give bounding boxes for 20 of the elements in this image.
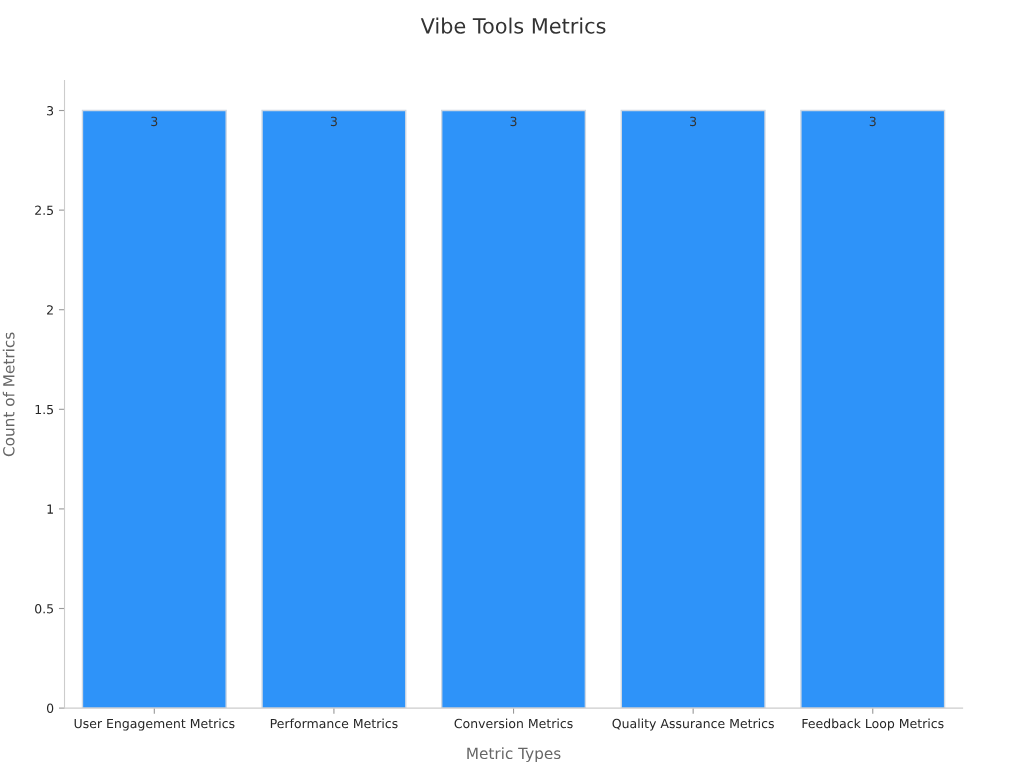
data-label: 3 xyxy=(510,116,517,127)
y-axis-title: Count of Metrics xyxy=(2,332,15,457)
x-tick-label: Quality Assurance Metrics xyxy=(612,718,774,731)
chart-title: Vibe Tools Metrics xyxy=(420,17,606,34)
y-tick-label: 0.5 xyxy=(35,603,53,614)
x-tick-label: User Engagement Metrics xyxy=(74,718,235,731)
data-label: 3 xyxy=(330,116,337,127)
x-tick-label: Feedback Loop Metrics xyxy=(802,718,944,731)
y-tick-label: 2.5 xyxy=(35,205,53,216)
x-tick-label: Conversion Metrics xyxy=(454,718,573,729)
x-axis-title: Metric Types xyxy=(467,747,561,763)
y-tick-label: 3 xyxy=(47,105,54,116)
data-label: 3 xyxy=(869,116,876,127)
x-tick-label: Performance Metrics xyxy=(270,718,398,729)
y-tick-label: 2 xyxy=(47,305,53,315)
data-label: 3 xyxy=(151,116,158,127)
data-label: 3 xyxy=(690,116,697,127)
y-tick-label: 1.5 xyxy=(35,404,53,415)
y-tick-label: 1 xyxy=(47,504,53,514)
y-tick-label: 0 xyxy=(46,703,54,714)
